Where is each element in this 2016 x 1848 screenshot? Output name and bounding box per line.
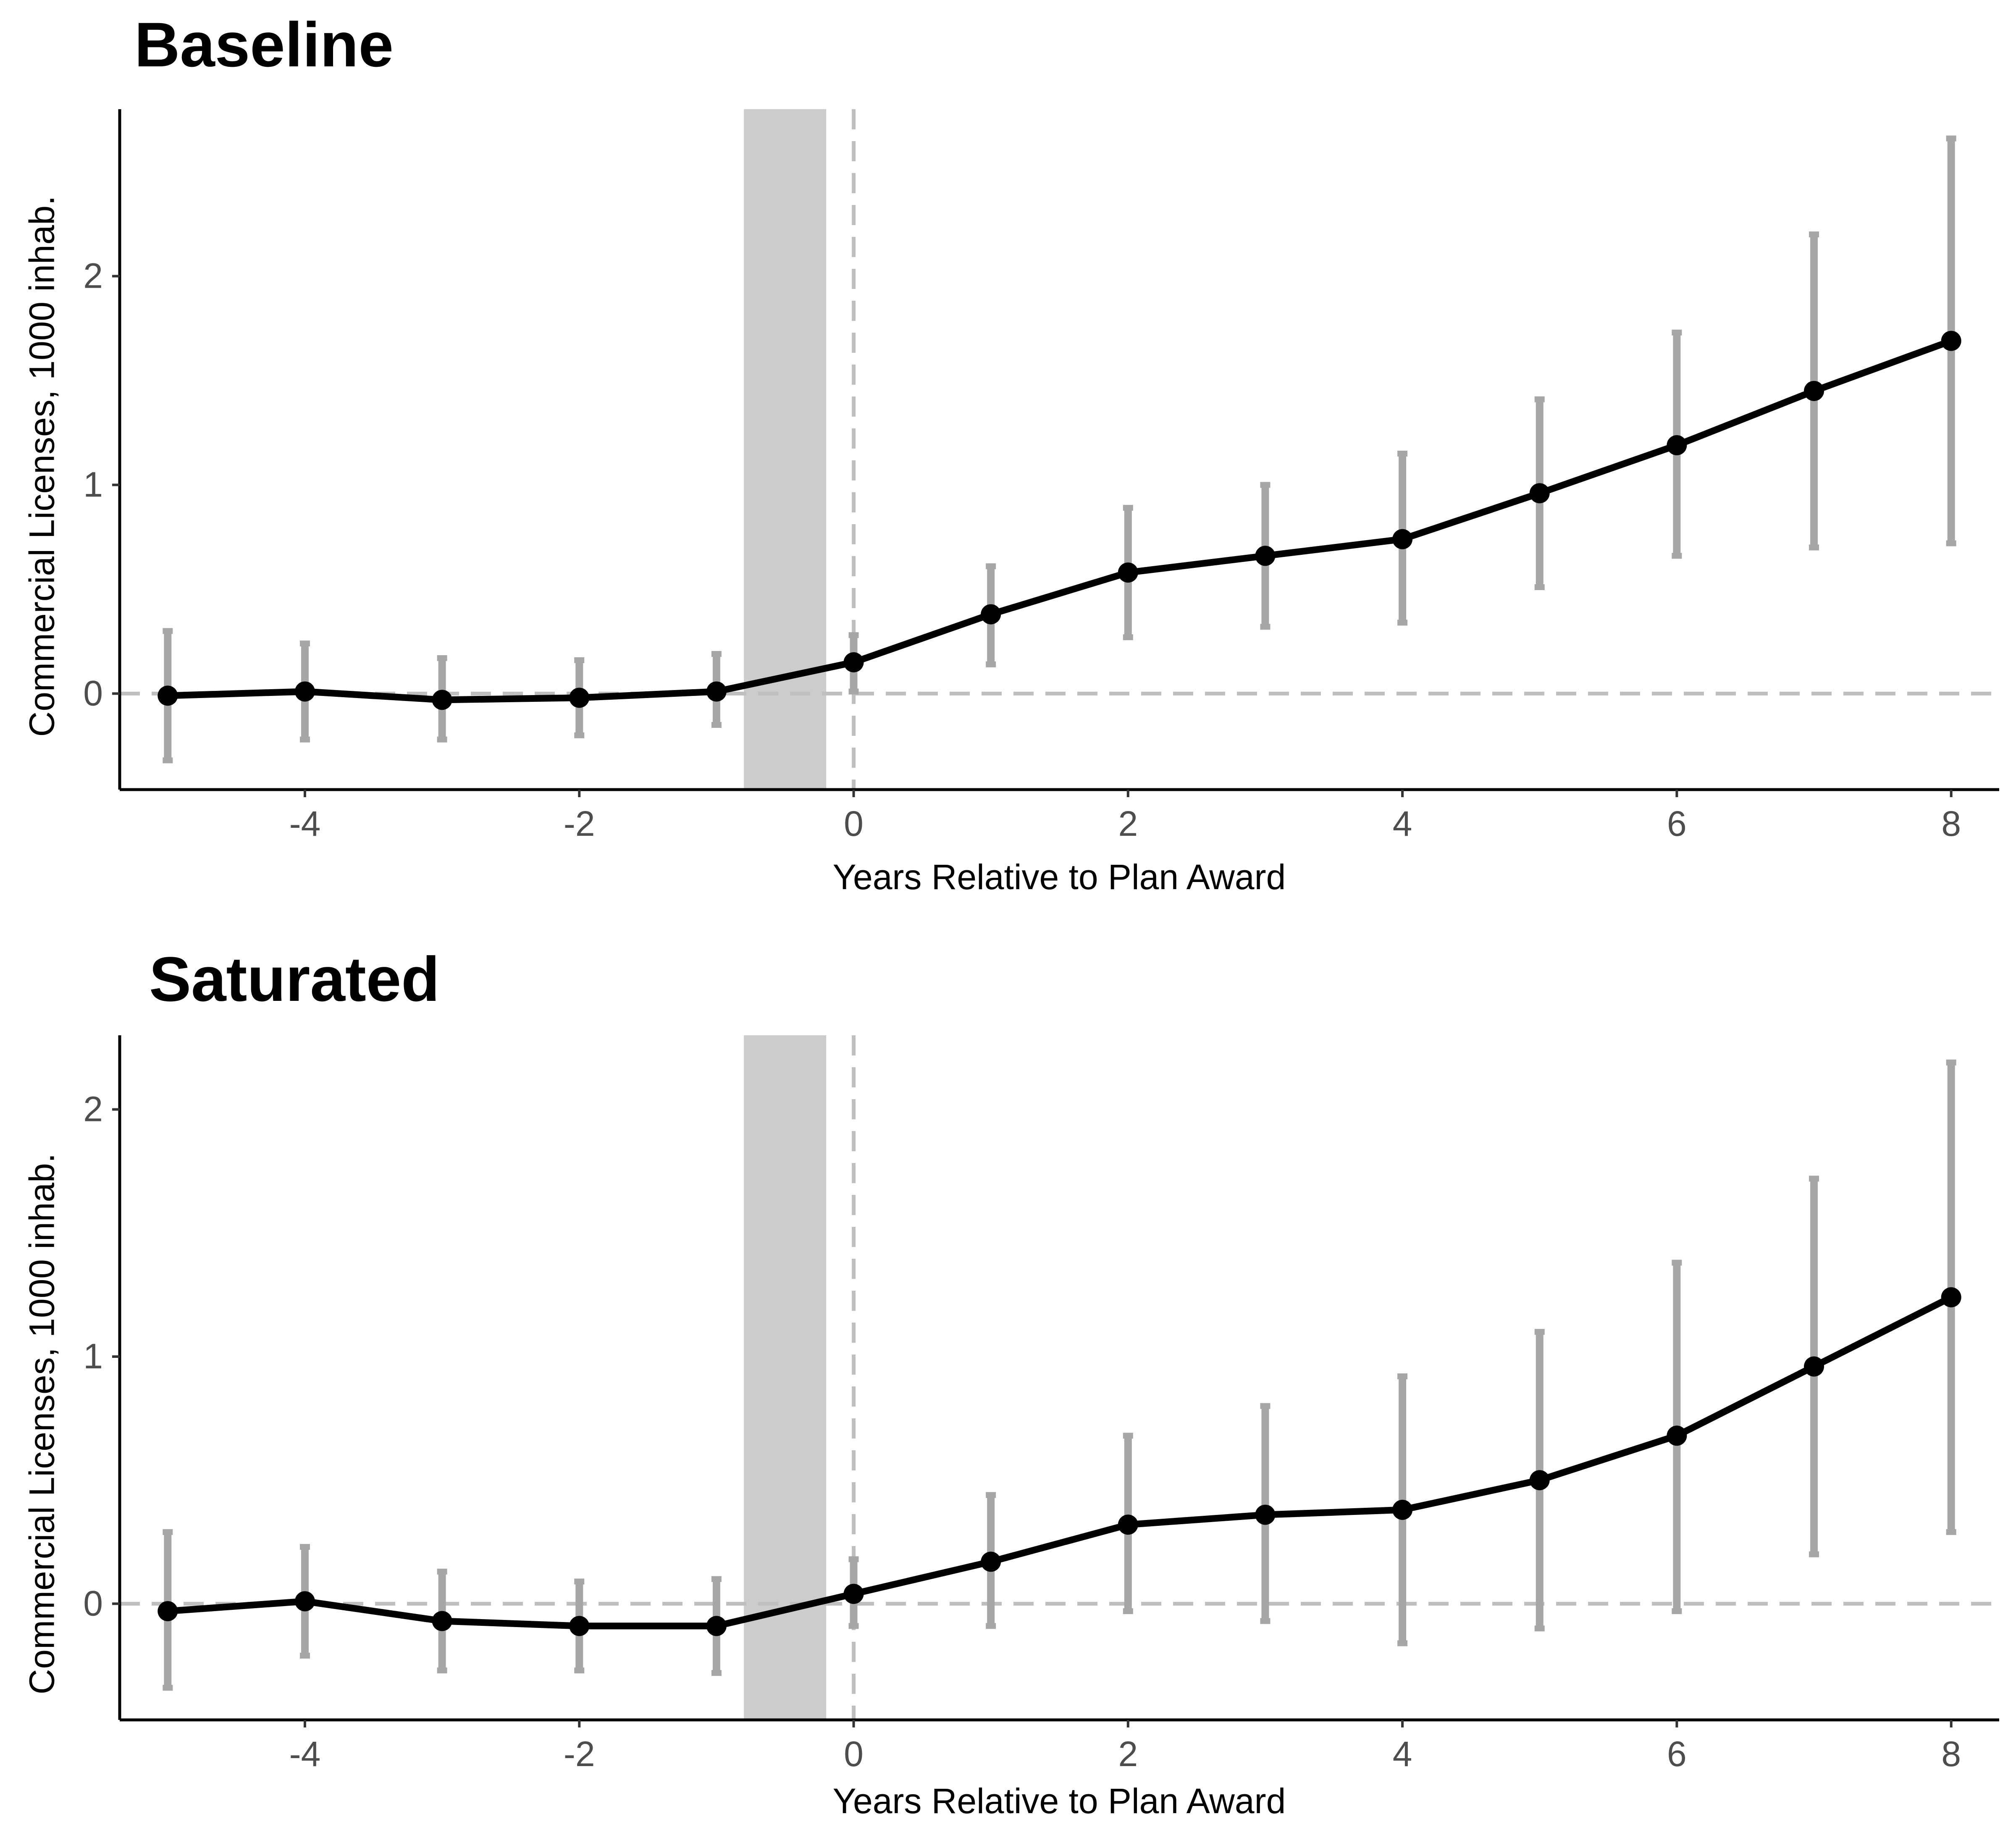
saturated-panel: 0 1 2 -4 -2 0 2 4 6 8 Saturated Commercial Licens… [0,924,2016,1848]
data-point [1941,331,1961,351]
x-tick-label: 4 [1393,804,1412,843]
data-point [1667,1425,1687,1446]
panel-title: Baseline [134,9,394,80]
data-point [1118,562,1138,583]
data-point [432,690,452,710]
baseline-panel: 0 1 2 -4 -2 0 2 4 6 8 Baseline Commercial License… [22,9,1999,897]
data-point [569,1616,590,1636]
y-tick-label: 2 [83,1089,103,1129]
y-axis-label: Commercial Licenses, 1000 inhab. [22,1153,62,1695]
data-point [294,681,315,702]
data-point [706,681,727,702]
x-tick-label: -2 [564,1734,595,1774]
x-tick-label: 2 [1118,804,1138,843]
data-point [1392,1499,1413,1520]
data-point [981,604,1001,625]
data-point [706,1616,727,1636]
y-tick-label: 2 [83,256,103,296]
data-point [158,1601,178,1622]
x-axis-label: Years Relative to Plan Award [832,857,1286,897]
x-tick-label: 0 [844,804,864,843]
series-line [168,338,1953,704]
data-point [1392,529,1413,549]
series-line [167,1294,1953,1630]
data-point [432,1611,452,1631]
data-point [1529,483,1550,504]
data-point [1804,1356,1824,1377]
x-tick-label: -4 [289,1734,321,1774]
x-tick-label: -2 [564,804,595,843]
x-tick-label: 4 [1393,1734,1412,1774]
data-point [158,685,178,706]
y-tick-label: 0 [83,1583,103,1623]
data-point [1255,546,1276,566]
x-tick-label: 6 [1667,804,1687,843]
data-point [1667,435,1687,456]
x-tick-label: 0 [844,1734,864,1774]
x-tick-label: -4 [289,804,321,843]
y-tick-label: 1 [83,465,103,504]
shaded-band [744,109,827,790]
x-tick-label: 8 [1941,1734,1961,1774]
baseline-plot: 0 1 2 -4 -2 0 2 4 6 8 [83,109,1999,843]
data-point [1941,1287,1961,1307]
x-tick-label: 2 [1118,1734,1138,1774]
data-point [1118,1515,1138,1535]
y-axis-label: Commercial Licenses, 1000 inhab. [22,195,62,737]
data-point [569,688,590,708]
data-point [1804,381,1824,401]
saturated-plot: 0 1 2 -4 -2 0 2 4 6 8 [83,1035,1999,1774]
x-tick-label: 6 [1667,1734,1687,1774]
x-tick-label: 8 [1941,804,1961,843]
data-point [1255,1504,1276,1525]
data-point [843,1583,864,1604]
y-tick-label: 0 [83,673,103,713]
panel-title: Saturated [149,944,440,1014]
data-point [981,1551,1001,1572]
y-tick-label: 1 [83,1336,103,1376]
data-point [843,652,864,672]
data-point [1529,1470,1550,1491]
data-point [294,1591,315,1612]
x-axis-label: Years Relative to Plan Award [832,1781,1286,1821]
